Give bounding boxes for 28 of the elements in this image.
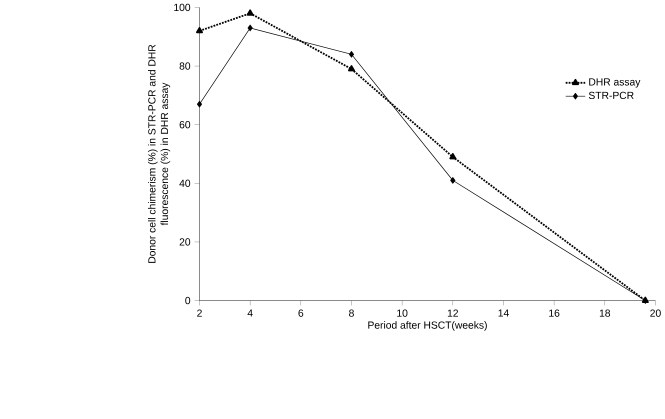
x-tick-label: 18: [600, 309, 610, 317]
y-tick-label: 0: [185, 296, 190, 304]
x-tick-label: 8: [349, 309, 354, 317]
point: [246, 9, 254, 16]
point: [196, 100, 202, 108]
x-tick-label: 6: [298, 309, 304, 317]
x-tick-label: 16: [549, 309, 560, 317]
y-tick-label: 20: [180, 238, 190, 246]
x-tick-label: 4: [248, 309, 253, 316]
point: [449, 152, 456, 160]
x-tick-label: 20: [650, 309, 661, 317]
point: [248, 24, 253, 32]
legend-label: STR-PCR: [588, 92, 634, 99]
y-axis-title: Donor cell chimerism (%) in STR-PCR and DHR fluorescence (%) in DHR assay: [148, 44, 170, 263]
point: [348, 50, 354, 58]
y-tick-label: 60: [180, 120, 190, 128]
x-tick-label: 2: [197, 309, 202, 317]
x-tick-label: 14: [498, 309, 509, 316]
legend-label: DHR assay: [589, 78, 640, 88]
x-tick-label: 12: [448, 309, 458, 317]
point: [348, 64, 355, 72]
x-axis-title: Period after HSCT(weeks): [368, 321, 487, 331]
point: [450, 176, 456, 184]
point: [196, 26, 203, 34]
y-tick-label: 80: [180, 62, 190, 70]
y-tick-label: 40: [179, 180, 190, 187]
x-tick-label: 10: [397, 309, 408, 317]
y-tick-label: 100: [174, 4, 190, 11]
